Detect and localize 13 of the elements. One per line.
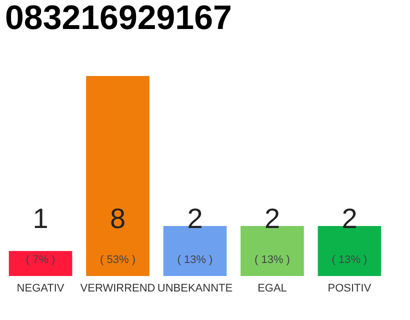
x-tick-label: EGAL	[258, 282, 287, 294]
annotation: ( 7% )	[26, 254, 56, 266]
data-label: 8	[110, 203, 126, 234]
annotation: ( 13% )	[332, 254, 368, 266]
x-tick-label: NEGATIV	[16, 282, 65, 294]
x-tick-label: UNBEKANNTE	[157, 282, 233, 294]
annotation: ( 13% )	[177, 254, 213, 266]
chart-title: 083216929167	[5, 0, 232, 37]
annotation: ( 13% )	[254, 254, 290, 266]
data-label: 1	[32, 203, 48, 234]
x-tick-label: POSITIV	[328, 282, 372, 294]
annotation: ( 53% )	[100, 254, 136, 266]
x-tick-label: VERWIRREND	[80, 282, 156, 294]
